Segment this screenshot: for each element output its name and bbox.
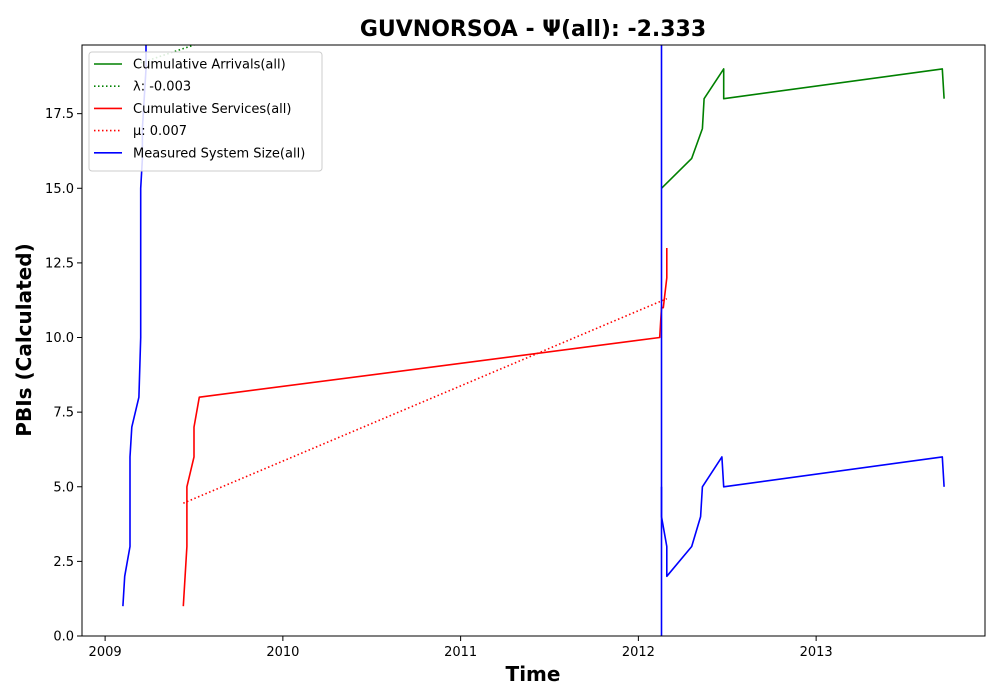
- y-tick-label: 2.5: [53, 555, 74, 570]
- chart-title: GUVNORSOA - Ψ(all): -2.333: [360, 17, 706, 42]
- y-tick-label: 12.5: [45, 256, 74, 271]
- x-tick-label: 2013: [800, 645, 833, 660]
- y-tick-label: 10.0: [45, 331, 74, 346]
- legend-entry-label: Cumulative Services(all): [133, 102, 291, 117]
- legend-entry-label: μ: 0.007: [133, 124, 187, 139]
- y-tick-label: 5.0: [53, 480, 74, 495]
- x-tick-label: 2010: [266, 645, 299, 660]
- y-tick-label: 0.0: [53, 630, 74, 645]
- legend-box: [88, 51, 323, 172]
- y-axis: 0.0 2.5 5.0 7.5 10.0 12.5 15.0 17.5: [45, 107, 82, 645]
- legend-entry-label: Cumulative Arrivals(all): [133, 58, 286, 73]
- y-tick-label: 7.5: [53, 406, 74, 421]
- x-axis-label: Time: [506, 662, 561, 686]
- y-tick-label: 17.5: [45, 107, 74, 122]
- x-axis: 2009 2010 2011 2012 2013: [89, 636, 833, 660]
- x-tick-label: 2009: [89, 645, 122, 660]
- x-tick-label: 2012: [622, 645, 655, 660]
- y-tick-label: 15.0: [45, 182, 74, 197]
- x-tick-label: 2011: [444, 645, 477, 660]
- legend-entry-label: Measured System Size(all): [133, 146, 305, 161]
- legend: Cumulative Arrivals(all) λ: -0.003 Cumulat…: [88, 51, 323, 172]
- series-line-2: [182, 248, 668, 607]
- y-axis-label: PBIs (Calculated): [12, 243, 36, 436]
- series-line-6: [660, 456, 945, 578]
- plot-area: [81, 44, 986, 637]
- series-line-3: [182, 297, 668, 504]
- series-line-0: [660, 68, 945, 189]
- plot-frame: [81, 44, 986, 637]
- legend-entry-label: λ: -0.003: [133, 80, 191, 95]
